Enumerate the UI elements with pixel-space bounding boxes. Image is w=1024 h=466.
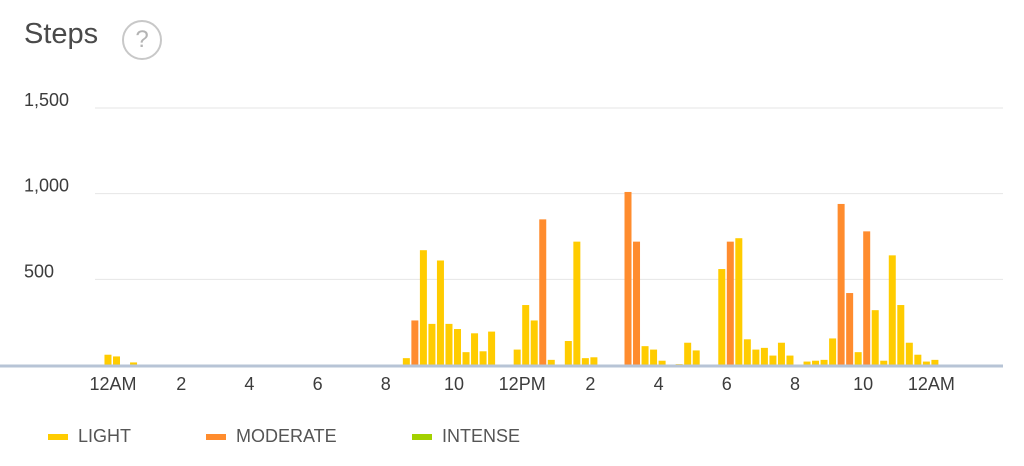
legend-label-moderate: MODERATE	[236, 426, 337, 446]
x-tick-label: 6	[722, 374, 732, 394]
bar-moderate	[846, 293, 854, 365]
bar-moderate	[624, 191, 632, 365]
x-tick-label: 8	[381, 374, 391, 394]
bar-light	[812, 360, 820, 365]
question-circle-icon[interactable]: ?	[122, 20, 162, 60]
bar-light	[684, 342, 692, 365]
bar-light	[880, 360, 888, 365]
x-tick-label: 12AM	[908, 374, 955, 394]
bar-light	[104, 354, 112, 365]
x-tick-label: 2	[176, 374, 186, 394]
bar-moderate	[837, 203, 845, 365]
legend-swatch-moderate	[206, 433, 226, 440]
bar-light	[402, 358, 410, 365]
bar-light	[820, 359, 828, 365]
bar-light	[581, 358, 589, 365]
y-tick-label: 1,500	[24, 90, 69, 110]
y-tick-label: 1,000	[24, 176, 69, 196]
bar-light	[735, 238, 743, 365]
x-tick-label: 2	[585, 374, 595, 394]
bar-light	[454, 329, 461, 365]
bar-light	[718, 269, 726, 365]
x-tick-label: 10	[444, 374, 464, 394]
bar-light	[760, 347, 768, 365]
bar-moderate	[863, 231, 871, 365]
legend-label-intense: INTENSE	[442, 426, 521, 446]
bar-light	[113, 356, 120, 365]
bar-light	[897, 305, 905, 365]
bar-light	[130, 362, 138, 365]
steps-chart: 500 1,000 1,500 12AM 2 4 6 8 10 12PM 2 4 6 8 10 12AM	[0, 90, 1003, 394]
bar-moderate	[539, 219, 547, 365]
bar-light	[888, 255, 896, 365]
x-tick-label: 10	[853, 374, 873, 394]
legend-label-light: LIGHT	[78, 426, 132, 446]
bar-light	[488, 331, 496, 365]
bar-moderate	[411, 320, 419, 365]
bar-light	[871, 310, 879, 365]
bar-light	[471, 333, 479, 365]
x-tick-label: 4	[244, 374, 254, 394]
legend-swatch-intense	[412, 433, 432, 440]
bar-light	[573, 241, 581, 365]
legend: LIGHT MODERATE INTENSE	[48, 426, 520, 447]
bar-light	[650, 349, 658, 365]
legend-swatch-light	[48, 433, 68, 440]
bar-moderate	[726, 241, 734, 365]
bar-light	[428, 323, 436, 365]
legend-item-intense[interactable]: INTENSE	[412, 426, 520, 447]
bar-light	[436, 260, 444, 365]
bar-light	[914, 354, 922, 365]
bar-light	[803, 361, 811, 365]
bar-light	[513, 349, 521, 365]
bar-light	[752, 349, 760, 365]
bar-light	[462, 352, 470, 365]
bar-light	[419, 250, 427, 365]
bar-light	[743, 339, 751, 365]
bar-light	[530, 320, 538, 365]
bar-light	[769, 355, 777, 365]
y-tick-label: 500	[24, 261, 54, 281]
bar-light	[905, 342, 913, 365]
x-tick-label: 6	[313, 374, 323, 394]
x-tick-label: 12AM	[89, 374, 136, 394]
bar-light	[854, 352, 862, 365]
bar-light	[445, 323, 453, 365]
bar-light	[564, 341, 572, 365]
x-tick-label: 8	[790, 374, 800, 394]
bar-light	[547, 359, 555, 365]
bar-moderate	[633, 241, 641, 365]
bar-light	[777, 342, 785, 365]
chart-title: Steps	[24, 18, 99, 50]
bar-light	[931, 359, 939, 365]
legend-item-moderate[interactable]: MODERATE	[206, 426, 412, 447]
x-tick-label: 12PM	[499, 374, 546, 394]
bar-light	[522, 305, 530, 365]
bar-light	[590, 357, 598, 365]
bar-light	[479, 351, 487, 365]
bar-light	[641, 346, 649, 365]
bar-light	[786, 355, 794, 365]
bar-light	[692, 350, 700, 365]
bar-light	[922, 361, 930, 365]
x-tick-label: 4	[654, 374, 664, 394]
legend-item-light[interactable]: LIGHT	[48, 426, 206, 447]
bar-light	[829, 338, 837, 365]
bar-light	[658, 360, 666, 365]
